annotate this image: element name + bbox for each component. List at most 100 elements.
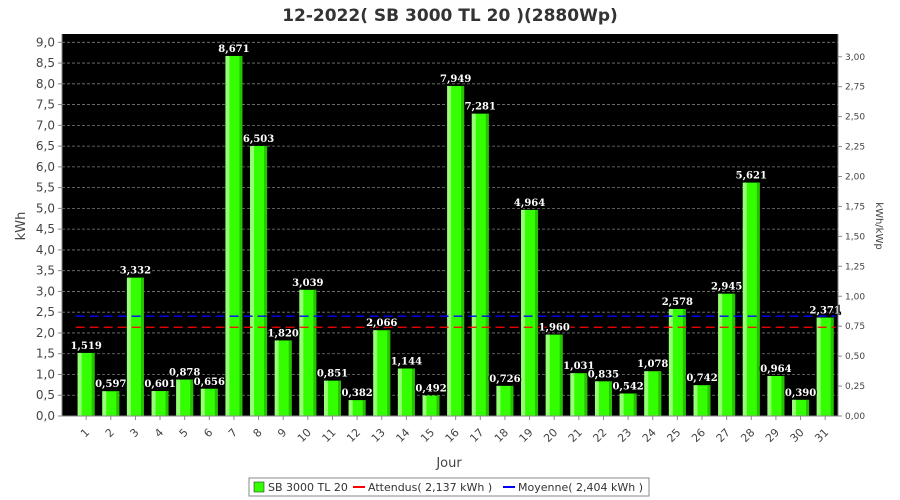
data-label: 3,332 — [120, 266, 151, 277]
x-tick-label: 3 — [127, 426, 141, 440]
bar-highlight — [422, 395, 427, 416]
data-label: 4,964 — [514, 198, 545, 209]
x-tick-label: 15 — [418, 426, 437, 445]
bar — [225, 55, 243, 417]
y-tick-label: 5,0 — [36, 201, 55, 215]
y-tick-label: 0,5 — [36, 388, 55, 402]
y-tick-label: 8,0 — [36, 77, 55, 91]
bar — [594, 381, 612, 416]
bar — [570, 373, 588, 416]
x-tick-label: 22 — [590, 426, 609, 445]
bar-highlight — [570, 373, 575, 416]
bar — [151, 391, 169, 416]
data-label: 0,542 — [612, 381, 643, 392]
x-tick-label: 7 — [226, 426, 240, 440]
legend-swatch-bars — [253, 481, 265, 493]
bar-highlight — [299, 289, 304, 416]
bar-shade — [830, 317, 834, 416]
y-tick-label: 4,0 — [36, 243, 55, 257]
bar — [373, 330, 391, 416]
bar — [718, 293, 736, 416]
x-tick-label: 31 — [812, 426, 831, 445]
x-tick-label: 28 — [738, 426, 757, 445]
bar-highlight — [176, 379, 181, 416]
y2-tick-label: 2,00 — [845, 173, 865, 183]
y-tick-label: 1,0 — [36, 367, 55, 381]
x-tick-label: 26 — [689, 426, 708, 445]
bar-shade — [461, 85, 465, 416]
bar-shade — [732, 293, 736, 416]
bar-shade — [411, 368, 415, 416]
data-label: 1,820 — [268, 328, 299, 339]
bar-highlight — [521, 209, 526, 416]
x-tick-label: 20 — [541, 426, 560, 445]
bar — [176, 379, 194, 416]
chart-title: 12-2022( SB 3000 TL 20 )(2880Wp) — [282, 6, 618, 26]
x-tick-label: 6 — [201, 426, 215, 440]
x-tick-label: 17 — [467, 426, 486, 445]
bar-shade — [337, 380, 341, 416]
x-tick-label: 2 — [103, 426, 117, 440]
data-label: 0,835 — [588, 369, 619, 380]
bar-shade — [682, 308, 686, 416]
y2-tick-label: 2,25 — [845, 143, 865, 153]
x-tick-label: 18 — [492, 426, 511, 445]
bar-highlight — [718, 293, 723, 416]
bar-shade — [116, 391, 120, 416]
bar-shade — [756, 182, 760, 416]
bar — [200, 388, 218, 416]
y-tick-label: 3,0 — [36, 284, 55, 298]
bar — [274, 340, 292, 416]
data-label: 0,742 — [686, 373, 717, 384]
x-axis-title: Jour — [435, 456, 462, 471]
legend-box — [248, 477, 650, 497]
y-tick-label: 0,0 — [36, 409, 55, 423]
bar — [816, 317, 834, 416]
bar-highlight — [644, 371, 649, 416]
y2-tick-label: 2,50 — [845, 113, 865, 123]
bar-shade — [707, 385, 711, 416]
y2-tick-label: 1,00 — [845, 292, 865, 302]
bar-highlight — [767, 375, 772, 416]
bar-shade — [806, 399, 810, 416]
bar — [545, 334, 563, 416]
bar-shade — [535, 209, 539, 416]
bar-shade — [239, 55, 243, 417]
bar-highlight — [594, 381, 599, 416]
data-label: 6,503 — [243, 134, 274, 145]
x-tick-label: 30 — [788, 426, 807, 445]
data-label: 1,519 — [70, 341, 101, 352]
bar-shade — [584, 373, 588, 416]
bar-shade — [165, 391, 169, 416]
y2-tick-label: 0,25 — [845, 382, 865, 392]
legend-label: Moyenne( 2,404 kWh ) — [518, 481, 643, 494]
data-label: 1,031 — [563, 361, 594, 372]
bar — [619, 393, 637, 416]
bar — [693, 385, 711, 416]
y-tick-label: 3,5 — [36, 264, 55, 278]
bar — [742, 182, 760, 416]
bar — [471, 113, 489, 417]
data-label: 0,656 — [194, 377, 225, 388]
data-label: 0,382 — [341, 388, 372, 399]
x-tick-label: 1 — [78, 426, 92, 440]
data-label: 5,621 — [736, 171, 767, 182]
x-tick-label: 5 — [177, 426, 191, 440]
y-tick-label: 5,5 — [36, 181, 55, 195]
x-tick-label: 11 — [320, 426, 339, 445]
bar-highlight — [816, 317, 821, 416]
y-tick-label: 4,5 — [36, 222, 55, 236]
bar-highlight — [742, 182, 747, 416]
y2-tick-label: 2,75 — [845, 83, 865, 93]
y-tick-label: 6,5 — [36, 139, 55, 153]
y-tick-label: 7,0 — [36, 118, 55, 132]
y-axis-title: kWh — [14, 212, 29, 241]
data-label: 1,960 — [539, 323, 570, 334]
x-tick-label: 19 — [517, 426, 536, 445]
x-tick-label: 10 — [295, 426, 314, 445]
y2-axis-title: kWh/kWp — [873, 202, 884, 249]
bar-shade — [436, 395, 440, 416]
bar — [250, 145, 268, 416]
